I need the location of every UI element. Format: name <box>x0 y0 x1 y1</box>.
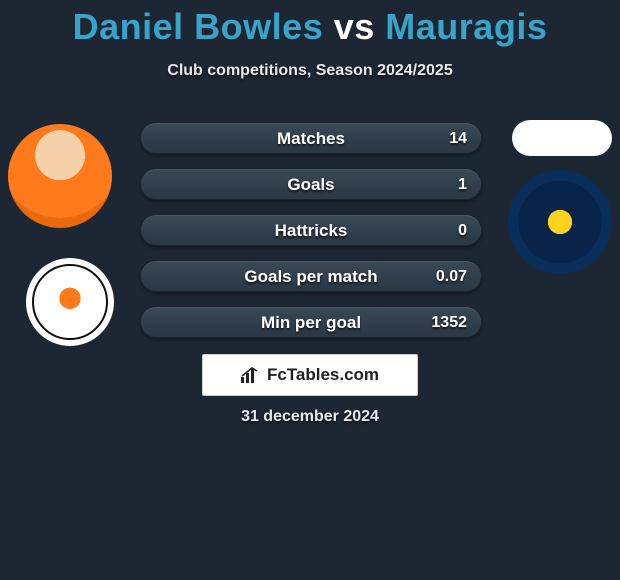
title-player-right: Mauragis <box>385 6 547 47</box>
stat-label: Goals per match <box>141 261 481 291</box>
stat-row: Goals per match 0.07 <box>140 260 482 292</box>
stat-row: Goals 1 <box>140 168 482 200</box>
snapshot-date: 31 december 2024 <box>0 408 620 426</box>
title-player-left: Daniel Bowles <box>73 6 324 47</box>
stat-label: Matches <box>141 123 481 153</box>
stat-label: Hattricks <box>141 215 481 245</box>
stat-value-right: 14 <box>449 123 467 153</box>
stat-value-right: 0 <box>458 215 467 245</box>
club-badge-left <box>26 258 114 346</box>
bar-chart-icon <box>241 367 261 383</box>
avatar-player-left <box>8 124 112 228</box>
stat-value-right: 0.07 <box>436 261 467 291</box>
stat-row: Min per goal 1352 <box>140 306 482 338</box>
stat-label: Goals <box>141 169 481 199</box>
stat-label: Min per goal <box>141 307 481 337</box>
title-vs: vs <box>334 6 375 47</box>
stat-value-right: 1352 <box>431 307 467 337</box>
stat-row: Hattricks 0 <box>140 214 482 246</box>
stat-row: Matches 14 <box>140 122 482 154</box>
page-subtitle: Club competitions, Season 2024/2025 <box>0 62 620 80</box>
club-badge-left-art <box>32 264 108 340</box>
stat-value-right: 1 <box>458 169 467 199</box>
avatar-player-right <box>512 120 612 156</box>
brand-text: FcTables.com <box>267 365 379 385</box>
stats-list: Matches 14 Goals 1 Hattricks 0 Goals per… <box>140 122 482 338</box>
club-badge-right-art <box>521 183 599 261</box>
page-title: Daniel Bowles vs Mauragis <box>0 0 620 48</box>
brand-card: FcTables.com <box>202 354 418 396</box>
club-badge-right <box>508 170 612 274</box>
